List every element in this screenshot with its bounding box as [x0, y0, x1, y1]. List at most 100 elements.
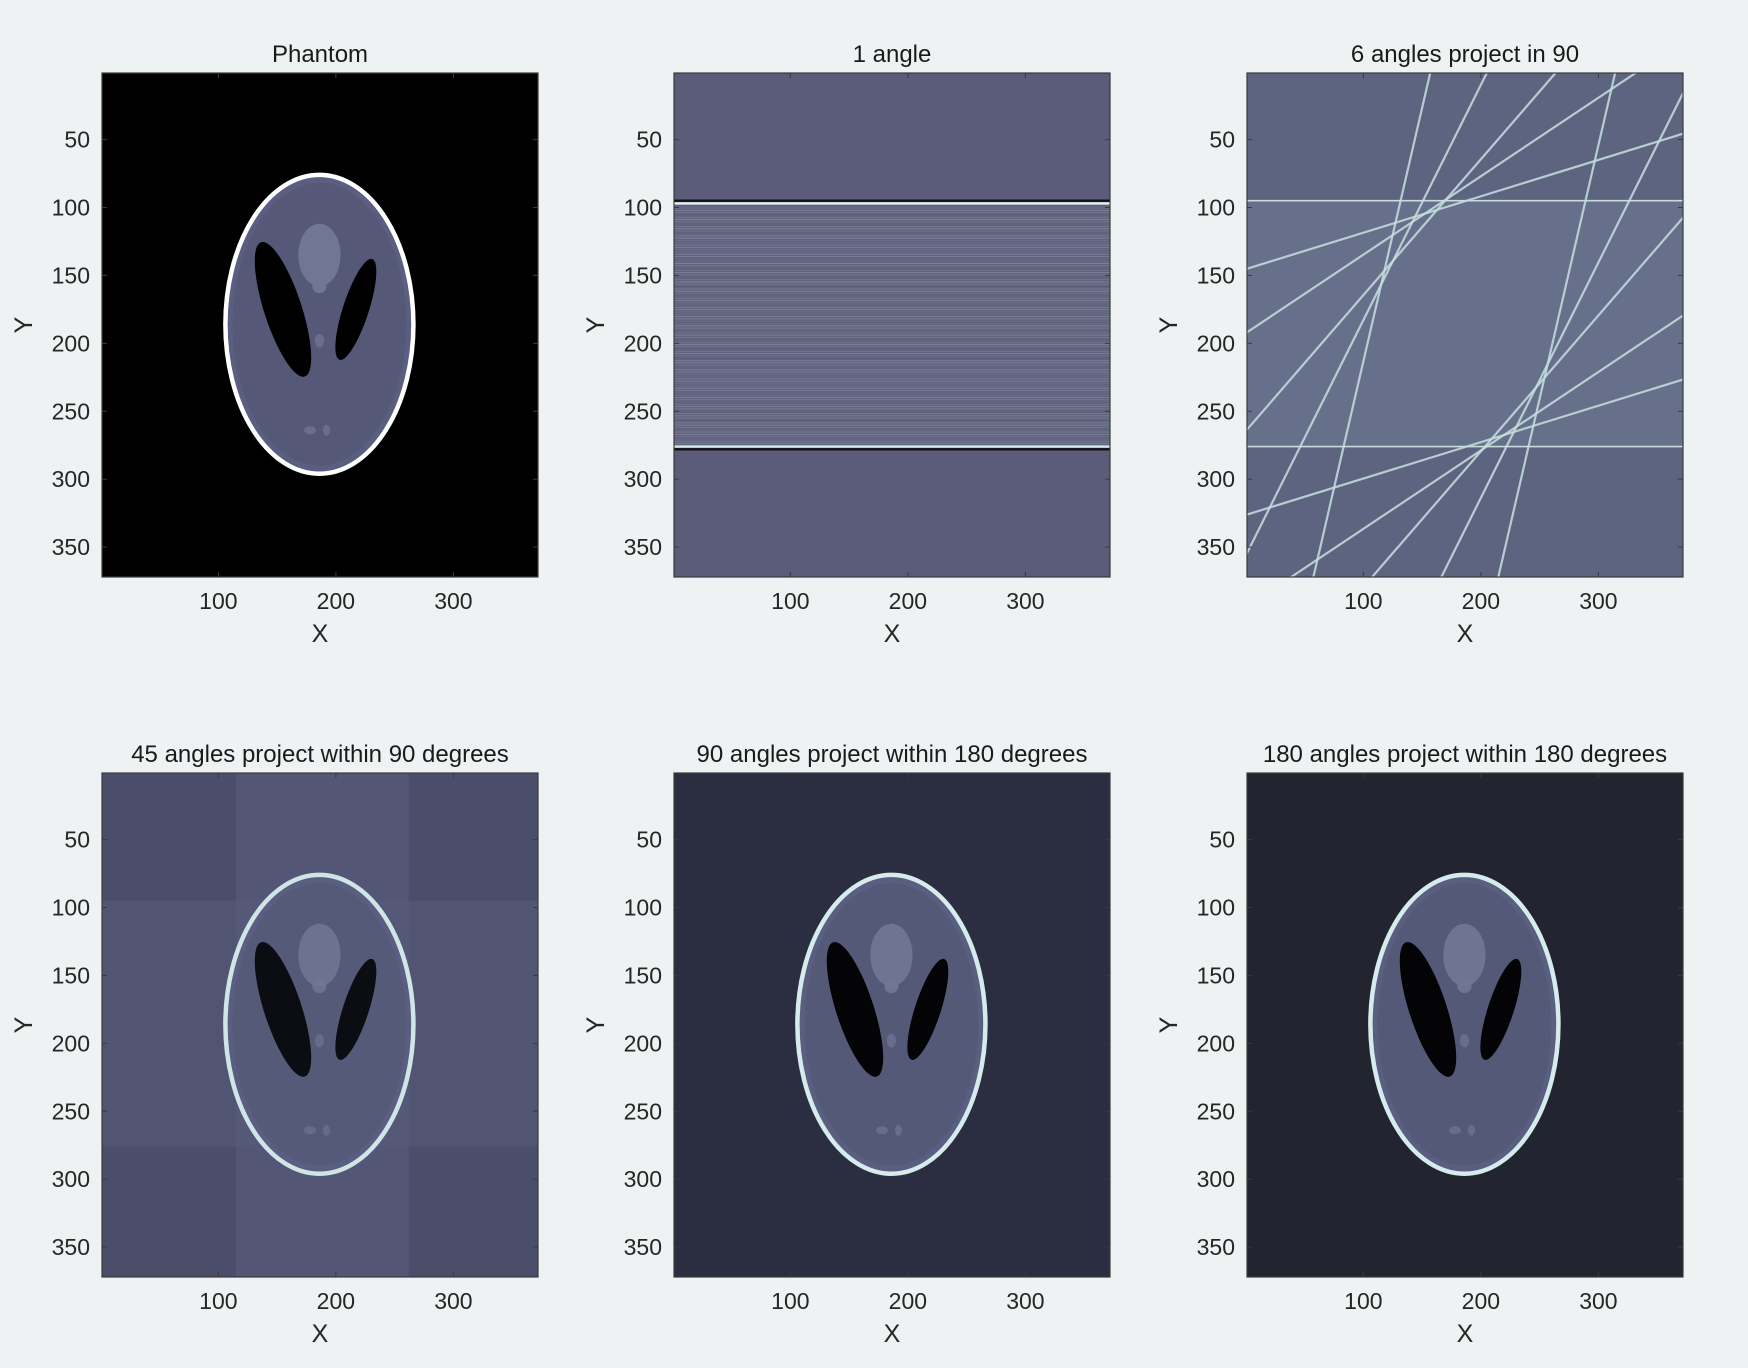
- x-tick-label: 200: [1462, 1288, 1500, 1314]
- phantom-ellipse: [1467, 1124, 1475, 1136]
- panel-six-angles: 100 200 300 50 100 150 200 250 300 350 6 angles pr…: [1155, 41, 1684, 648]
- phantom-ellipse: [298, 923, 341, 987]
- y-tick-label: 50: [64, 827, 90, 853]
- x-axis-label: X: [884, 1320, 901, 1348]
- panel-ninety-angles: 100 200 300 50 100 150 200 250 300 350 90 angles p…: [582, 741, 1111, 1348]
- phantom-ellipse: [886, 1033, 897, 1048]
- axes-frame: [1246, 72, 1684, 578]
- phantom-ellipse: [1480, 958, 1522, 1060]
- streak-line: [1497, 73, 1617, 577]
- phantom-ellipse: [335, 258, 377, 360]
- phantom-ellipse: [826, 941, 884, 1077]
- y-tick-label: 100: [1197, 194, 1235, 220]
- y-tick-label: 350: [624, 534, 662, 560]
- y-tick-label: 150: [624, 262, 662, 288]
- y-tick-label: 300: [1197, 466, 1235, 492]
- panel-one-angle: 100 200 300 50 100 150 200 250 300 350 1 angle X Y: [582, 41, 1111, 648]
- x-tick-label: 100: [1344, 588, 1382, 614]
- y-tick-label: 150: [624, 962, 662, 988]
- y-tick-label: 350: [1197, 1234, 1235, 1260]
- x-tick-label: 100: [199, 1288, 237, 1314]
- y-tick-label: 250: [624, 1098, 662, 1124]
- chart-title: Phantom: [272, 41, 368, 68]
- y-axis-label: Y: [10, 1016, 38, 1033]
- y-tick-label: 300: [624, 466, 662, 492]
- y-tick-label: 300: [52, 466, 90, 492]
- phantom-ellipse: [876, 1126, 888, 1135]
- image-one-eighty-angles: [1247, 773, 1683, 1277]
- y-axis-label: Y: [1155, 316, 1183, 333]
- phantom-ellipse: [1399, 941, 1457, 1077]
- phantom-ellipse: [314, 1033, 325, 1048]
- phantom-ellipse: [322, 424, 330, 436]
- x-tick-label: 200: [317, 588, 355, 614]
- y-tick-label: 250: [52, 1098, 90, 1124]
- y-tick-label: 250: [1197, 398, 1235, 424]
- y-tick-label: 350: [624, 1234, 662, 1260]
- phantom-ellipse: [884, 979, 899, 994]
- phantom-ellipse: [335, 958, 377, 1060]
- x-tick-label: 100: [1344, 1288, 1382, 1314]
- phantom-ellipse: [304, 426, 316, 435]
- y-tick-label: 200: [624, 1030, 662, 1056]
- x-tick-label: 200: [317, 1288, 355, 1314]
- image-ninety-angles: [674, 773, 1110, 1277]
- y-tick-label: 150: [52, 262, 90, 288]
- y-tick-label: 150: [1197, 962, 1235, 988]
- image-one-angle: [674, 73, 1110, 577]
- y-tick-label: 300: [624, 1166, 662, 1192]
- y-tick-label: 50: [1209, 827, 1235, 853]
- y-tick-label: 150: [1197, 262, 1235, 288]
- axes-frame: [101, 772, 539, 1278]
- y-tick-label: 300: [52, 1166, 90, 1192]
- chart-title: 45 angles project within 90 degrees: [131, 741, 509, 768]
- axes-frame: [673, 72, 1111, 578]
- phantom-ellipse: [254, 241, 312, 377]
- axes-frame: [101, 72, 539, 578]
- y-tick-label: 200: [624, 330, 662, 356]
- phantom-ellipse: [894, 1124, 902, 1136]
- panel-one-eighty-angles: 100 200 300 50 100 150 200 250 300 350 180 angles …: [1155, 741, 1684, 1348]
- image-six-angles: [1247, 73, 1683, 577]
- streak-line: [1312, 73, 1432, 577]
- phantom-ellipse: [1449, 1126, 1461, 1135]
- phantom-ellipse: [322, 1124, 330, 1136]
- axes-frame: [673, 772, 1111, 1278]
- x-axis-label: X: [1457, 1320, 1474, 1348]
- y-axis-label: Y: [582, 1016, 610, 1033]
- x-tick-label: 300: [1579, 588, 1617, 614]
- x-tick-label: 200: [889, 588, 927, 614]
- x-tick-label: 200: [889, 1288, 927, 1314]
- image-forty-five-angles: [102, 773, 538, 1277]
- x-tick-label: 100: [199, 588, 237, 614]
- phantom-ellipse: [304, 1126, 316, 1135]
- streak-line: [1247, 73, 1557, 432]
- chart-title: 90 angles project within 180 degrees: [697, 741, 1088, 768]
- y-axis-label: Y: [582, 316, 610, 333]
- y-axis-label: Y: [10, 316, 38, 333]
- y-tick-label: 250: [52, 398, 90, 424]
- y-tick-label: 100: [624, 194, 662, 220]
- x-tick-label: 300: [434, 588, 472, 614]
- streak-line: [1440, 90, 1683, 577]
- y-tick-label: 50: [636, 127, 662, 153]
- x-tick-label: 300: [434, 1288, 472, 1314]
- y-tick-label: 100: [52, 894, 90, 920]
- chart-title: 180 angles project within 180 degrees: [1263, 741, 1667, 768]
- streak-line: [1370, 215, 1683, 577]
- phantom-ellipse: [254, 941, 312, 1077]
- y-tick-label: 200: [1197, 330, 1235, 356]
- phantom-ellipse: [870, 923, 913, 987]
- y-tick-label: 350: [52, 1234, 90, 1260]
- phantom-ellipse: [1459, 1033, 1470, 1048]
- y-tick-label: 50: [1209, 127, 1235, 153]
- y-tick-label: 300: [1197, 1166, 1235, 1192]
- y-tick-label: 50: [64, 127, 90, 153]
- axes-frame: [1246, 772, 1684, 1278]
- chart-title: 6 angles project in 90: [1351, 41, 1579, 68]
- y-tick-label: 100: [624, 894, 662, 920]
- y-tick-label: 350: [1197, 534, 1235, 560]
- y-tick-label: 350: [52, 534, 90, 560]
- y-tick-label: 150: [52, 962, 90, 988]
- y-tick-label: 250: [1197, 1098, 1235, 1124]
